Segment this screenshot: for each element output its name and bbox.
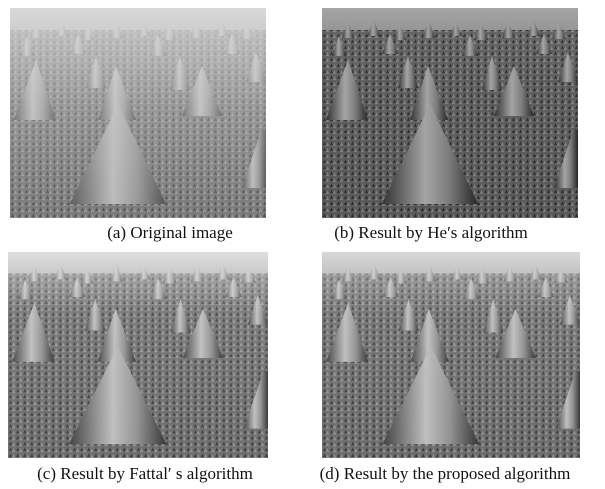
caption: (a) Original image bbox=[60, 223, 280, 243]
caption: (c) Result by Fattal′ s algorithm bbox=[4, 464, 286, 484]
caption: (d) Result by the proposed algorithm bbox=[288, 464, 602, 484]
figure: (a) Original image (b) Result by He′s al… bbox=[0, 0, 605, 489]
panel-image-d bbox=[322, 252, 580, 458]
panel-image-c bbox=[8, 252, 268, 458]
panel-image-a bbox=[10, 8, 266, 218]
figure-images bbox=[0, 0, 605, 489]
caption: (b) Result by He′s algorithm bbox=[300, 223, 562, 243]
panel-image-b bbox=[322, 8, 578, 218]
